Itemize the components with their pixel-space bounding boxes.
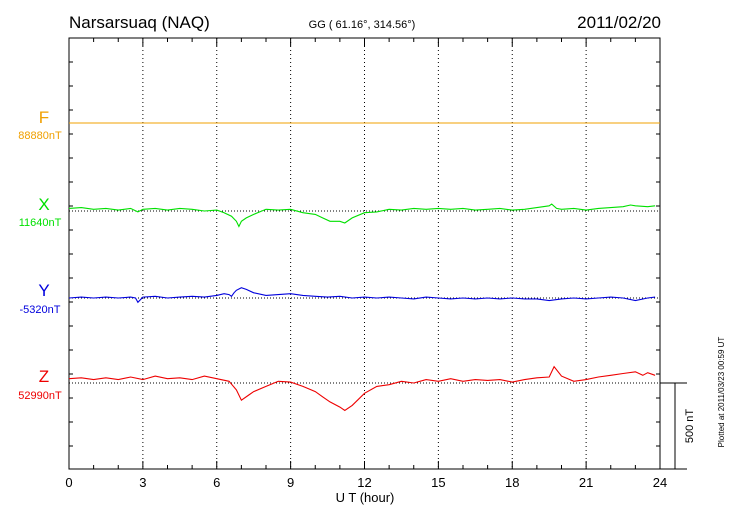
- x-tick-label: 0: [65, 475, 72, 490]
- plotted-footer: Plotted at 2011/03/23 00:59 UT: [717, 337, 726, 448]
- scale-bar: 500 nT: [660, 382, 696, 470]
- series-labels: F 88880nT X 11640nT Y -5320nT Z 52990nT: [18, 108, 62, 402]
- x-tick-label: 3: [139, 475, 146, 490]
- baseline-label-f: 88880nT: [18, 130, 62, 142]
- series-name-f: F: [39, 108, 49, 127]
- baseline-label-z: 52990nT: [18, 390, 62, 402]
- series-name-y: Y: [38, 281, 49, 300]
- series-name-z: Z: [39, 367, 49, 386]
- chart-title: Narsarsuaq (NAQ): [69, 13, 210, 32]
- x-tick-label: 12: [357, 475, 371, 490]
- x-tick-label: 18: [505, 475, 519, 490]
- x-tick-label: 9: [287, 475, 294, 490]
- chart-date: 2011/02/20: [577, 13, 661, 32]
- series-line-z: [68, 365, 656, 412]
- baseline-label-y: -5320nT: [20, 304, 61, 316]
- tick-marks: [68, 38, 661, 469]
- grid: [142, 38, 587, 469]
- x-tick-label: 15: [431, 475, 445, 490]
- x-tick-label: 24: [653, 475, 667, 490]
- series-line-x: [68, 203, 656, 228]
- x-tick-label: 6: [213, 475, 220, 490]
- chart-subtitle: GG ( 61.16°, 314.56°): [309, 19, 416, 31]
- x-axis-label: U T (hour): [336, 490, 395, 505]
- series-line-y: [68, 287, 656, 304]
- series-name-x: X: [38, 195, 49, 214]
- scale-bar-label: 500 nT: [684, 409, 696, 444]
- baseline-label-x: 11640nT: [19, 217, 62, 229]
- series-lines: [68, 122, 660, 412]
- x-tick-label: 21: [579, 475, 593, 490]
- x-tick-labels: 0 3 6 9 12 15 18 21 24: [65, 475, 667, 490]
